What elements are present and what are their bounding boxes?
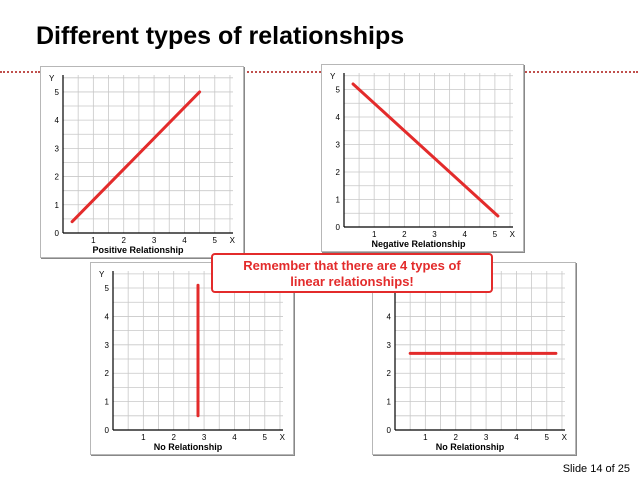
x-axis-label: X [510,230,516,239]
title-rule-middle [243,71,321,73]
y-tick-label: 5 [105,284,110,293]
y-tick-label: 2 [55,173,60,182]
x-tick-label: 4 [182,236,187,245]
x-tick-label: 1 [141,433,146,442]
y-tick-label: 4 [336,113,341,122]
y-tick-label: 1 [55,201,60,210]
chart-negative-svg: 1 2 3 4 5 0 1 2 3 4 5 X Y Negative Relationship [330,72,516,249]
x-tick-label: 5 [545,433,550,442]
y-tick-label: 4 [105,312,110,321]
x-tick-label: 4 [232,433,237,442]
title-rule-right [522,71,638,73]
y-tick-label: 3 [105,341,110,350]
x-axis-label: X [562,433,568,442]
callout-line-2: linear relationships! [290,274,414,289]
y-tick-label: 0 [387,426,392,435]
chart-vertical-svg: 1 2 3 4 5 0 1 2 3 4 5 X Y No Relationship [99,270,286,452]
y-tick-label: 1 [105,398,110,407]
callout-line-1: Remember that there are 4 types of [243,258,461,273]
x-tick-label: 1 [372,230,377,239]
chart-title: Positive Relationship [92,245,184,255]
y-tick-label: 2 [336,168,341,177]
x-tick-label: 5 [263,433,268,442]
x-tick-label: 3 [152,236,157,245]
series-line [351,82,500,218]
y-tick-label: 1 [387,398,392,407]
y-axis-label: Y [99,270,105,279]
x-tick-label: 2 [171,433,176,442]
chart-title: Negative Relationship [371,239,466,249]
x-tick-label: 3 [432,230,437,239]
slide-number: Slide 14 of 25 [562,463,630,475]
y-tick-label: 3 [387,341,392,350]
y-axis-label: Y [330,72,336,81]
chart-positive-svg: 1 2 3 4 5 0 1 2 3 4 5 X Y Positive Relationship [49,74,236,255]
x-axis-label: X [230,236,236,245]
x-tick-label: 2 [121,236,126,245]
x-tick-label: 4 [462,230,467,239]
x-tick-label: 1 [423,433,428,442]
x-tick-label: 3 [202,433,207,442]
reminder-callout: Remember that there are 4 types of linea… [211,253,493,293]
y-tick-label: 4 [387,312,392,321]
y-axis-label: Y [49,74,55,83]
x-axis-label: X [280,433,286,442]
y-tick-label: 5 [336,86,341,95]
x-tick-label: 3 [484,433,489,442]
y-tick-label: 3 [55,144,60,153]
y-tick-label: 4 [55,116,60,125]
y-tick-label: 2 [105,369,110,378]
title-rule-left [0,71,40,73]
y-tick-label: 0 [55,229,60,238]
series-line [70,90,202,224]
chart-positive: 1 2 3 4 5 0 1 2 3 4 5 X Y Positive Relationship [40,66,244,258]
x-tick-label: 4 [514,433,519,442]
x-tick-label: 2 [453,433,458,442]
x-tick-label: 5 [213,236,218,245]
y-tick-label: 5 [55,88,60,97]
x-tick-label: 1 [91,236,96,245]
slide-title: Different types of relationships [36,22,405,50]
chart-no-relationship-vertical: 1 2 3 4 5 0 1 2 3 4 5 X Y No Relationship [90,262,294,455]
y-tick-label: 3 [336,141,341,150]
y-tick-label: 0 [105,426,110,435]
y-tick-label: 1 [336,196,341,205]
x-tick-label: 5 [493,230,498,239]
chart-title: No Relationship [436,442,505,452]
y-tick-label: 2 [387,369,392,378]
chart-title: No Relationship [154,442,223,452]
chart-negative: 1 2 3 4 5 0 1 2 3 4 5 X Y Negative Relationship [321,64,524,252]
y-tick-label: 0 [336,223,341,232]
x-tick-label: 2 [402,230,407,239]
